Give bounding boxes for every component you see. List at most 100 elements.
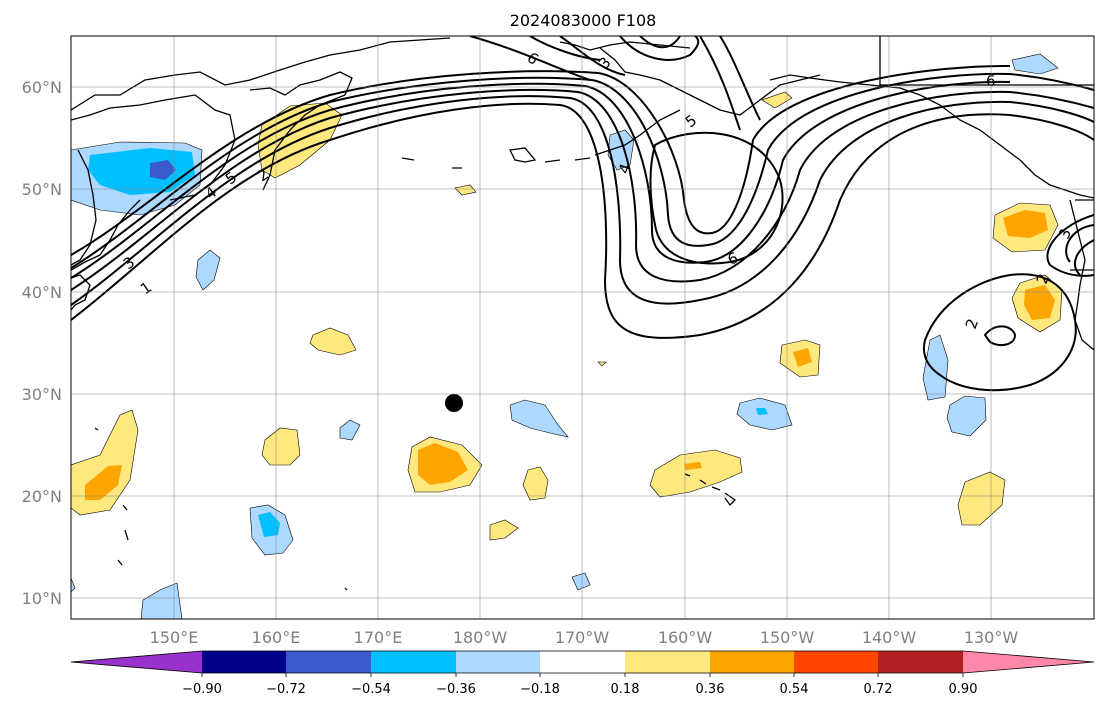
lon-tick-label: 160°W [658, 628, 713, 647]
coast-bc [1069, 199, 1094, 351]
map-frame [70, 35, 1095, 620]
height-contours [71, 36, 1094, 392]
map-background [71, 36, 1094, 619]
shade-deepsky-c5 [756, 408, 768, 415]
coast-aleutians [401, 109, 681, 169]
shade-blue-c1 [195, 249, 221, 291]
contour-6 [71, 64, 1011, 256]
coast-japan [71, 199, 141, 271]
plot-title: 2024083000 F108 [510, 11, 657, 30]
contour-east-2b [983, 325, 1017, 347]
colorbar-segment [625, 651, 710, 673]
shade-blue-c7 [140, 582, 183, 619]
shade-deepsky-c6 [258, 512, 280, 537]
lat-tick-label: 40°N [22, 283, 62, 302]
colorbar: −0.90 −0.72 −0.54 −0.36 −0.18 0.18 0.36 0.54 0.7… [70, 650, 1095, 697]
colorbar-tick-label: −0.54 [351, 682, 391, 697]
colorbar-tick-label: −0.18 [520, 682, 560, 697]
coast-sakhalin [71, 149, 97, 266]
lon-tick-label: 150°W [760, 628, 815, 647]
contour-top-3 [559, 36, 626, 76]
colorbar-tick-label: −0.90 [182, 682, 222, 697]
shade-orange-w1 [85, 465, 122, 500]
contour-east-3 [1074, 239, 1094, 276]
colorbar-tick-label: −0.72 [266, 682, 306, 697]
shade-deepsky-asia [88, 148, 195, 195]
shade-blue-e2 [946, 395, 987, 437]
colorbar-tick-label: 0.54 [780, 682, 809, 697]
lon-tick-label: 130°W [964, 628, 1019, 647]
contour-top-7 [719, 36, 761, 121]
shade-blue-w2 [71, 577, 76, 593]
colorbar-segment [286, 651, 371, 673]
contour-5 [71, 72, 1094, 269]
contour-4 [71, 80, 1011, 279]
shade-yellow-hawaii [649, 449, 743, 498]
contour-1 [71, 102, 1094, 339]
lon-tick-label: 180°W [453, 628, 508, 647]
shade-yellow-c7 [597, 361, 607, 367]
colorbar-segment [540, 651, 625, 673]
colorbar-segment [710, 651, 794, 673]
shade-orange-c6 [793, 348, 812, 367]
colorbar-segment [202, 651, 286, 673]
contour-2 [71, 95, 1094, 306]
contour-top-6 [699, 36, 741, 131]
shade-blue-c4 [571, 572, 591, 591]
lon-tick-label: 170°E [354, 628, 403, 647]
colorbar-tick-label: −0.36 [436, 682, 476, 697]
contour-top-4 [619, 36, 700, 61]
lat-tick-label: 60°N [22, 78, 62, 97]
shade-yellow-c5 [489, 519, 519, 541]
coast-alaska-west [599, 47, 821, 116]
colorbar-tick-label: 0.36 [696, 682, 725, 697]
lon-tick-label: 170°W [555, 628, 610, 647]
shade-orange-ne [1003, 210, 1048, 238]
shade-yellow-c2 [261, 427, 301, 466]
shade-blue-top [1011, 53, 1059, 75]
colorbar-extend-low [71, 651, 202, 673]
lat-tick-label: 50°N [22, 180, 62, 199]
colorbar-segment [371, 651, 456, 673]
lon-tick-label: 150°E [150, 628, 199, 647]
latitude-labels: 60°N 50°N 40°N 30°N 20°N 10°N [22, 78, 62, 608]
coast-islands-w [94, 427, 348, 591]
shade-blue-e1 [922, 334, 949, 401]
coast-canada-box [879, 36, 1094, 271]
contour-top-1 [469, 36, 591, 81]
coast-alaska-south [769, 74, 1094, 199]
coast-kamchatka [249, 71, 353, 191]
colorbar-segment [878, 651, 963, 673]
contour-6b [649, 131, 784, 265]
lat-tick-label: 10°N [22, 589, 62, 608]
shade-yellow-c4 [522, 466, 549, 501]
coast-asia-north [71, 37, 451, 111]
shade-yellow-c1 [309, 327, 357, 356]
colorbar-segment [794, 651, 878, 673]
longitude-labels: 150°E 160°E 170°E 180°W 170°W 160°W 150°W 140°W… [150, 628, 1019, 647]
shade-orange-e2 [1024, 285, 1055, 320]
shade-blue-c2 [339, 419, 361, 441]
lon-tick-label: 160°E [252, 628, 301, 647]
shade-royal-asia [150, 160, 176, 180]
colorbar-extend-high [963, 651, 1094, 673]
contour-top-5 [639, 36, 681, 49]
shade-orange-hawaii [684, 462, 702, 470]
anomaly-shading [71, 53, 1063, 619]
contour-east-4 [1065, 224, 1094, 263]
shade-orange-c3 [418, 443, 468, 485]
contour-east-low [1046, 214, 1094, 277]
colorbar-tick-label: 0.18 [611, 682, 640, 697]
colorbar-segment [456, 651, 540, 673]
coast-hawaii [684, 473, 737, 507]
shade-yellow-alaska [761, 91, 793, 109]
coast-alaska-top [559, 41, 691, 51]
shade-blue-c3 [509, 399, 569, 438]
lat-tick-label: 30°N [22, 385, 62, 404]
lon-tick-label: 140°W [862, 628, 917, 647]
contour-top-2 [529, 36, 601, 61]
colorbar-tick-label: 0.90 [949, 682, 978, 697]
shade-yellow-c8 [454, 184, 477, 196]
